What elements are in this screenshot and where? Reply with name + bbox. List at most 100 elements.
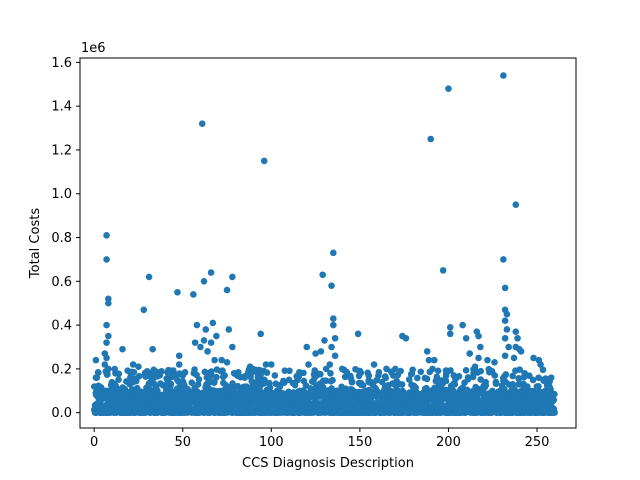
data-point — [427, 136, 434, 143]
data-point — [502, 335, 509, 342]
band-point — [463, 367, 470, 374]
band-point — [229, 403, 236, 410]
data-point — [146, 274, 153, 281]
band-point — [502, 392, 509, 399]
band-point — [226, 384, 233, 391]
y-tick-label: 0.6 — [51, 275, 72, 290]
data-point — [190, 291, 197, 298]
band-point — [221, 372, 228, 379]
band-point — [477, 368, 484, 375]
x-tick-label: 150 — [347, 435, 372, 450]
band-point — [218, 409, 225, 416]
data-point — [149, 346, 156, 353]
data-point — [229, 274, 236, 281]
band-point — [392, 409, 399, 416]
band-point — [338, 409, 345, 416]
band-point — [166, 390, 173, 397]
data-point — [176, 352, 183, 359]
data-point — [103, 370, 110, 377]
band-point — [375, 372, 382, 379]
band-point — [255, 405, 262, 412]
band-point — [318, 408, 325, 415]
y-tick-label: 0.8 — [51, 231, 72, 246]
data-point — [93, 357, 100, 364]
data-point — [174, 289, 181, 296]
data-point — [272, 372, 279, 379]
data-point — [194, 322, 201, 329]
band-point — [501, 373, 508, 380]
data-point — [211, 357, 218, 364]
data-point — [202, 326, 209, 333]
band-point — [414, 398, 421, 405]
band-point — [327, 378, 334, 385]
data-point — [204, 348, 211, 355]
band-point — [278, 408, 285, 415]
band-point — [414, 375, 421, 382]
band-point — [459, 384, 466, 391]
y-tick-label: 0.2 — [51, 362, 72, 377]
data-point — [472, 363, 479, 370]
y-tick-label: 0.0 — [51, 406, 72, 421]
data-point — [303, 344, 310, 351]
band-point — [363, 397, 370, 404]
band-point — [208, 368, 215, 375]
band-point — [181, 409, 188, 416]
data-point — [357, 368, 364, 375]
band-point — [210, 392, 217, 399]
band-point — [469, 401, 476, 408]
data-point — [105, 300, 112, 307]
band-point — [307, 385, 314, 392]
band-point — [451, 380, 458, 387]
band-point — [435, 392, 442, 399]
data-point — [512, 201, 519, 208]
band-point — [488, 406, 495, 413]
band-point — [310, 379, 317, 386]
x-axis-ticks: 0 50 100 150 200 250 — [90, 428, 549, 450]
band-point — [374, 392, 381, 399]
data-point — [502, 285, 509, 292]
data-point — [505, 344, 512, 351]
band-point — [100, 408, 107, 415]
band-point — [514, 391, 521, 398]
band-point — [359, 391, 366, 398]
band-point — [91, 383, 98, 390]
data-point — [305, 361, 312, 368]
data-point — [213, 333, 220, 340]
band-point — [167, 409, 174, 416]
y-tick-label: 1.6 — [51, 56, 72, 71]
data-point — [504, 311, 511, 318]
data-point — [450, 372, 457, 379]
band-point — [184, 386, 191, 393]
band-point — [546, 402, 553, 409]
band-point — [144, 408, 151, 415]
band-point — [506, 409, 513, 416]
data-point — [208, 269, 215, 276]
band-point — [362, 408, 369, 415]
band-point — [273, 392, 280, 399]
data-point — [332, 352, 339, 359]
data-point — [477, 344, 484, 351]
band-point — [349, 379, 356, 386]
band-point — [469, 409, 476, 416]
band-point — [223, 404, 230, 411]
band-point — [445, 409, 452, 416]
band-point — [532, 400, 539, 407]
band-point — [106, 392, 113, 399]
data-point — [103, 339, 110, 346]
band-point — [287, 392, 294, 399]
band-point — [270, 406, 277, 413]
data-point — [355, 331, 362, 338]
data-point — [226, 326, 233, 333]
data-point — [521, 370, 528, 377]
data-point — [546, 383, 553, 390]
band-point — [531, 392, 538, 399]
data-point — [459, 322, 466, 329]
band-point — [294, 377, 301, 384]
band-point — [339, 390, 346, 397]
band-point — [115, 388, 122, 395]
band-point — [309, 407, 316, 414]
data-point — [261, 158, 268, 165]
band-point — [263, 400, 270, 407]
data-point — [231, 370, 238, 377]
